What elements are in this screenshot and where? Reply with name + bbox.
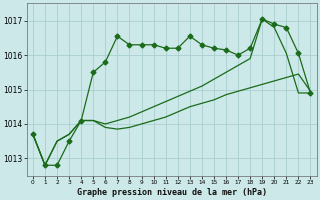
X-axis label: Graphe pression niveau de la mer (hPa): Graphe pression niveau de la mer (hPa) (77, 188, 267, 197)
